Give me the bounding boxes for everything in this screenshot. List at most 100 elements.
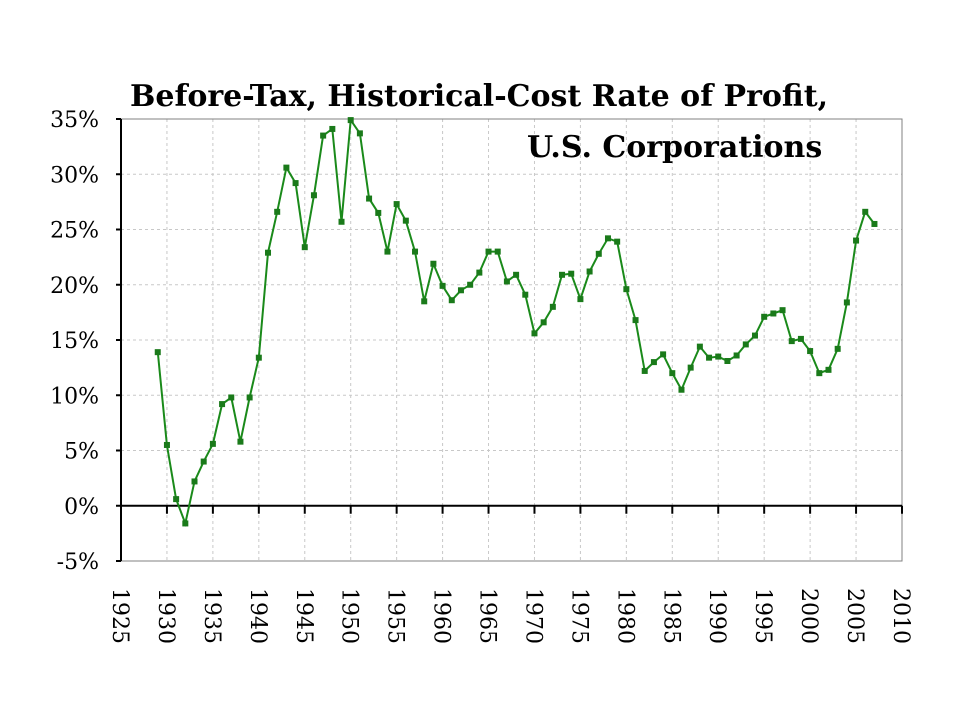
x-tick-label: 1985 xyxy=(658,588,683,644)
grid xyxy=(120,118,903,562)
data-point xyxy=(485,248,492,255)
data-point xyxy=(237,438,244,445)
x-tick-label: 2010 xyxy=(888,588,913,644)
data-point xyxy=(384,248,391,255)
x-tick-label: 1960 xyxy=(429,588,454,644)
data-point xyxy=(494,248,501,255)
x-tick-label: 1990 xyxy=(704,588,729,644)
data-point xyxy=(338,218,345,225)
data-point xyxy=(761,313,768,320)
x-tick-label: 1995 xyxy=(750,588,775,644)
data-point xyxy=(503,278,510,285)
data-point xyxy=(522,291,529,298)
data-point xyxy=(255,354,262,361)
data-point xyxy=(742,341,749,348)
data-point xyxy=(797,335,804,342)
data-point xyxy=(604,235,611,242)
x-tick-label: 1935 xyxy=(199,588,224,644)
data-point xyxy=(283,164,290,171)
y-tick-label: 15% xyxy=(50,329,99,354)
series-rate-of-profit xyxy=(154,117,878,527)
data-point xyxy=(320,132,327,139)
y-tick-label: 35% xyxy=(50,108,99,133)
data-point xyxy=(660,351,667,358)
data-point xyxy=(724,357,731,364)
data-point xyxy=(421,298,428,305)
x-tick-label: 1970 xyxy=(520,588,545,644)
data-point xyxy=(568,270,575,277)
data-point xyxy=(632,317,639,324)
data-point xyxy=(375,209,382,216)
data-point xyxy=(219,401,226,408)
data-point xyxy=(209,440,216,447)
data-point xyxy=(715,353,722,360)
y-tick-label: 10% xyxy=(50,384,99,409)
data-point xyxy=(577,296,584,303)
data-point xyxy=(154,349,161,356)
data-point xyxy=(669,370,676,377)
data-point xyxy=(163,441,170,448)
data-point xyxy=(595,250,602,257)
data-point xyxy=(586,268,593,275)
data-point xyxy=(853,237,860,244)
data-point xyxy=(393,201,400,208)
chart-title: Before-Tax, Historical-Cost Rate of Prof… xyxy=(130,79,828,114)
x-tick-label: 1950 xyxy=(337,588,362,644)
y-tick-label: 0% xyxy=(64,495,99,520)
data-point xyxy=(706,354,713,361)
data-point xyxy=(843,299,850,306)
x-tick-label: 1930 xyxy=(153,588,178,644)
data-point xyxy=(531,330,538,337)
y-tick-label: 20% xyxy=(50,274,99,299)
data-point xyxy=(182,520,189,527)
data-point xyxy=(310,192,317,199)
data-point xyxy=(862,208,869,215)
data-point xyxy=(448,297,455,304)
data-point xyxy=(779,307,786,314)
y-tick-label: -5% xyxy=(57,550,99,575)
data-point xyxy=(696,343,703,350)
data-point xyxy=(402,217,409,224)
data-point xyxy=(430,260,437,267)
data-point xyxy=(733,352,740,359)
data-point xyxy=(549,303,556,310)
data-point xyxy=(614,238,621,245)
data-point xyxy=(228,394,235,401)
axes xyxy=(116,118,903,562)
data-point xyxy=(513,271,520,278)
data-point xyxy=(834,345,841,352)
data-point xyxy=(788,338,795,345)
x-tick-labels: 1925 1930 1935 1940 1945 1950 1955 1960 1965 1970… xyxy=(107,588,913,644)
data-point xyxy=(825,366,832,373)
data-point xyxy=(467,281,474,288)
data-point xyxy=(265,249,272,256)
data-point xyxy=(559,271,566,278)
x-tick-label: 1965 xyxy=(475,588,500,644)
data-point xyxy=(623,286,630,293)
data-point xyxy=(366,195,373,202)
data-point xyxy=(751,332,758,339)
data-point xyxy=(347,117,354,124)
data-point xyxy=(200,458,207,465)
data-point xyxy=(650,359,657,366)
y-tick-label: 25% xyxy=(50,219,99,244)
data-point xyxy=(770,310,777,317)
data-point xyxy=(476,269,483,276)
data-point xyxy=(329,125,336,132)
x-tick-label: 1955 xyxy=(383,588,408,644)
x-tick-label: 1940 xyxy=(245,588,270,644)
data-point xyxy=(678,386,685,393)
data-point xyxy=(292,180,299,187)
data-point xyxy=(687,364,694,371)
data-point xyxy=(301,244,308,251)
data-point xyxy=(871,220,878,227)
x-tick-label: 1975 xyxy=(566,588,591,644)
data-point xyxy=(457,287,464,294)
data-point xyxy=(641,367,648,374)
chart-subtitle: U.S. Corporations xyxy=(527,130,822,165)
data-point xyxy=(173,496,180,503)
data-point xyxy=(412,248,419,255)
x-tick-label: 2000 xyxy=(796,588,821,644)
y-tick-label: 5% xyxy=(64,440,99,465)
